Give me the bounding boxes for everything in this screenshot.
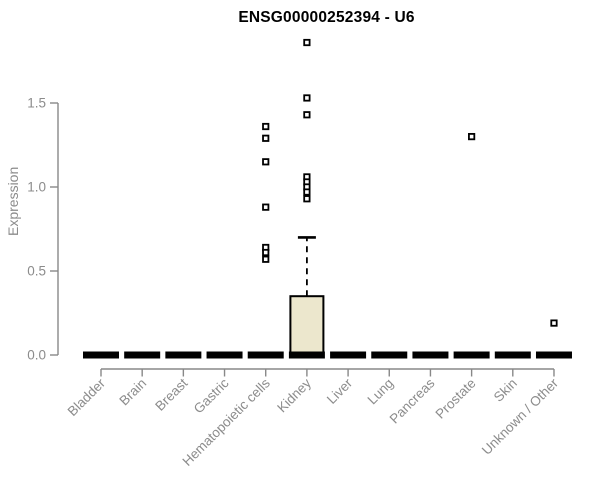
median-bar [535, 351, 572, 359]
median-bar [288, 351, 325, 359]
x-tick-label: Prostate [433, 376, 479, 422]
median-bar [124, 351, 161, 359]
box [289, 295, 325, 357]
outlier-point [303, 111, 311, 119]
outlier-point [303, 38, 311, 47]
outlier-point [303, 195, 311, 203]
outlier-point [262, 122, 270, 131]
outlier-point [262, 255, 270, 263]
x-tick-label: Lung [365, 376, 397, 408]
x-tick-label: Pancreas [387, 375, 438, 426]
outlier-point [303, 188, 311, 196]
outlier-point [262, 248, 270, 257]
y-tick-label: 1.0 [27, 180, 46, 195]
median-bar [165, 351, 202, 359]
outlier-point [550, 319, 558, 327]
x-tick-label: Skin [491, 376, 520, 405]
median-bar [330, 351, 367, 359]
median-bar [206, 351, 243, 359]
y-tick-label: 0.5 [27, 264, 46, 279]
median-bar [371, 351, 408, 359]
median-bar [494, 351, 531, 359]
outlier-point [262, 203, 270, 211]
x-tick-label: Brain [116, 376, 149, 409]
median-bar [247, 351, 284, 359]
y-tick-label: 1.5 [27, 96, 46, 111]
median-bar [453, 351, 490, 359]
x-tick-label: Unknown / Other [479, 375, 562, 458]
x-tick-label: Bladder [65, 375, 109, 419]
median-bar [83, 351, 119, 359]
y-tick-label: 0.0 [27, 348, 46, 363]
chart-title: ENSG00000252394 - U6 [238, 9, 415, 26]
outlier-point [303, 94, 311, 102]
x-tick-label: Gastric [191, 375, 232, 416]
outlier-point [262, 158, 270, 166]
outlier-point [468, 132, 476, 141]
outlier-point [262, 134, 270, 142]
x-tick-label: Liver [324, 375, 356, 407]
median-bar [412, 351, 449, 359]
x-tick-label: Kidney [274, 375, 314, 415]
x-tick-label: Breast [152, 375, 190, 413]
